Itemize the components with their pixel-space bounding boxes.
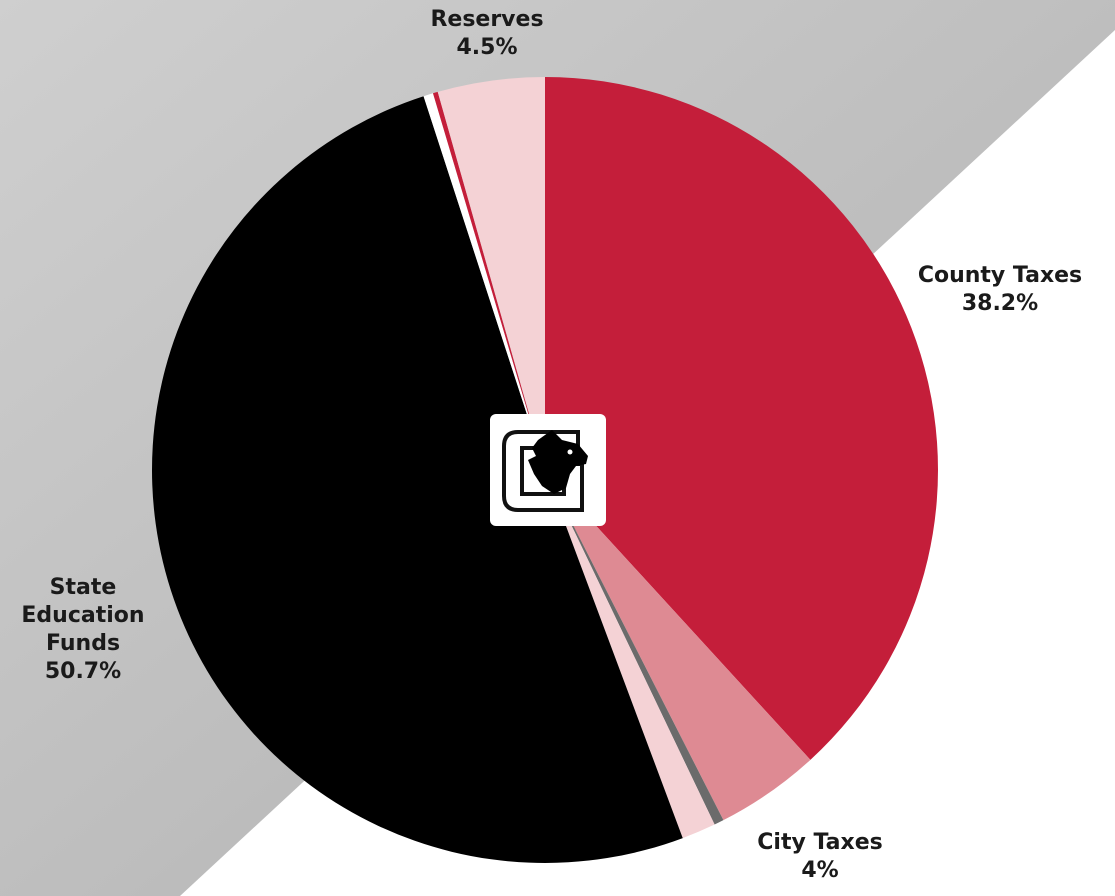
label-county-taxes: County Taxes 38.2% [900, 262, 1100, 318]
label-state-education-funds: State Education Funds 50.7% [8, 574, 158, 686]
horse-head-icon [528, 430, 588, 494]
label-state-line2: Education [21, 603, 145, 628]
pie-slice-state-education-funds [152, 96, 683, 863]
label-city-value: 4% [801, 858, 839, 883]
pie-slice-unlabeled-2 [545, 470, 724, 825]
label-reserves-name: Reserves [430, 7, 544, 32]
center-logo [490, 414, 606, 526]
label-county-name: County Taxes [917, 263, 1083, 288]
pie-slices [152, 77, 938, 863]
horse-eye [567, 449, 573, 455]
label-reserves-value: 4.5% [456, 35, 518, 60]
label-reserves: Reserves 4.5% [392, 6, 582, 62]
pie-slice-reserves [437, 77, 545, 470]
pie-slice-unlabeled-5 [423, 93, 545, 470]
pie-slice-county-taxes [545, 77, 938, 760]
pie-slice-unlabeled-6 [432, 91, 545, 470]
label-state-line3: Funds [45, 631, 121, 656]
label-state-line1: State [49, 575, 117, 600]
label-city-name: City Taxes [757, 830, 883, 855]
label-state-value: 50.7% [44, 659, 122, 684]
pie-slice-city-taxes [545, 470, 715, 839]
pie-slice-unlabeled-1 [545, 470, 811, 821]
label-county-value: 38.2% [961, 291, 1039, 316]
label-city-taxes: City Taxes 4% [730, 829, 910, 885]
